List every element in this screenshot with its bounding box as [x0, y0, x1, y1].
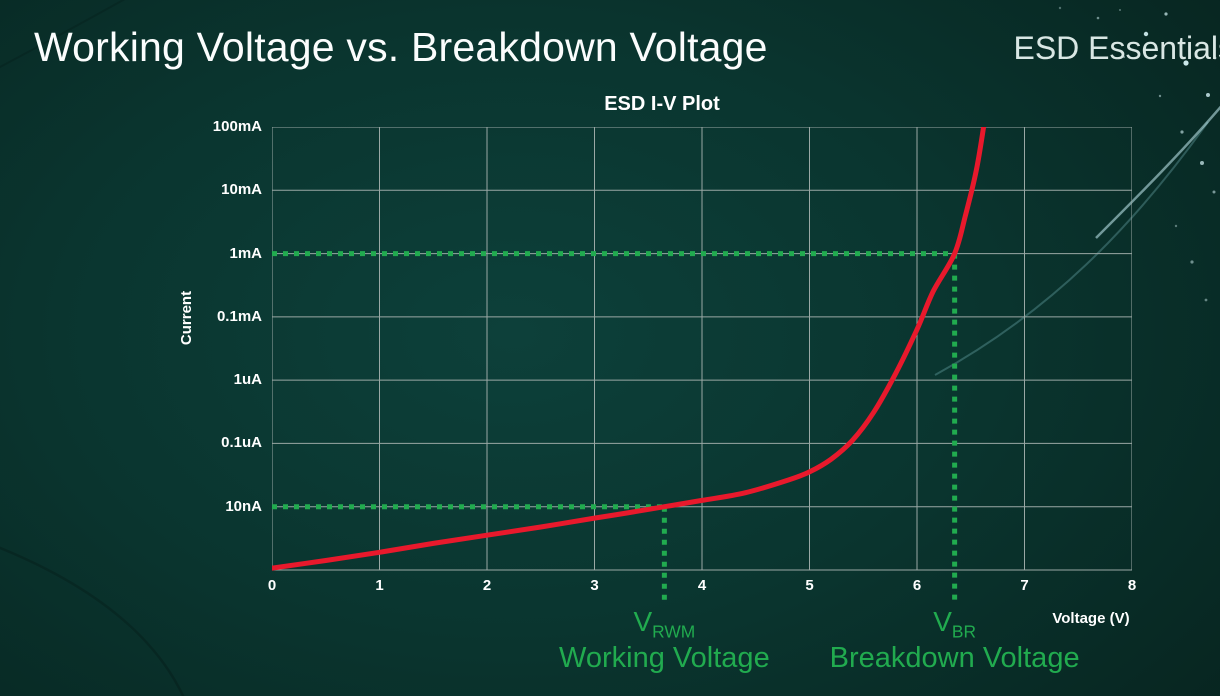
annotation-symbol-subscript: RWM [652, 621, 696, 642]
plot-area [272, 127, 1132, 605]
y-tick-label: 1uA [233, 371, 262, 389]
y-tick-label: 0.1mA [216, 307, 262, 325]
y-tick-label: 10mA [221, 181, 262, 199]
x-tick-label: 0 [267, 577, 277, 594]
brand-text: ESD Essentials [1013, 30, 1220, 66]
corner-arc-bottom-left [0, 546, 185, 696]
iv-curve [272, 127, 987, 571]
x-tick-label: 3 [590, 577, 599, 594]
x-tick-label: 2 [482, 577, 492, 594]
x-tick-label: 5 [805, 577, 814, 594]
x-tick-label: 1 [375, 577, 384, 594]
annotation-caption-vbr: Breakdown Voltage [829, 642, 1080, 674]
annotation-symbol-vrwm: VRWM [584, 606, 744, 643]
y-axis-label: Current [178, 290, 195, 346]
annotation-symbol-main: V [633, 606, 653, 637]
y-tick-label: 10nA [225, 497, 262, 515]
swoosh-curve-bright [1095, 105, 1220, 239]
annotation-symbol-subscript: BR [951, 621, 977, 642]
corner-arc-top-left [0, 0, 126, 69]
x-tick-label: 4 [697, 577, 707, 594]
x-tick-label: 7 [1020, 577, 1029, 594]
y-tick-label: 100mA [212, 118, 262, 135]
star-dots [1058, 6, 1217, 302]
y-tick-label: 1mA [229, 244, 262, 262]
x-tick-label: 6 [912, 577, 922, 594]
chart-title: ESD I-V Plot [604, 93, 720, 115]
page-title: Working Voltage vs. Breakdown Voltage [34, 24, 768, 70]
y-tick-label: 0.1uA [221, 434, 262, 452]
x-axis-label: Voltage (V) [1052, 610, 1130, 627]
annotation-caption-vrwm: Working Voltage [559, 642, 770, 674]
x-tick-label: 8 [1127, 577, 1137, 594]
annotation-symbol-main: V [933, 606, 952, 637]
annotation-symbol-vbr: VBR [875, 606, 1035, 643]
swoosh-curve [934, 121, 1209, 376]
